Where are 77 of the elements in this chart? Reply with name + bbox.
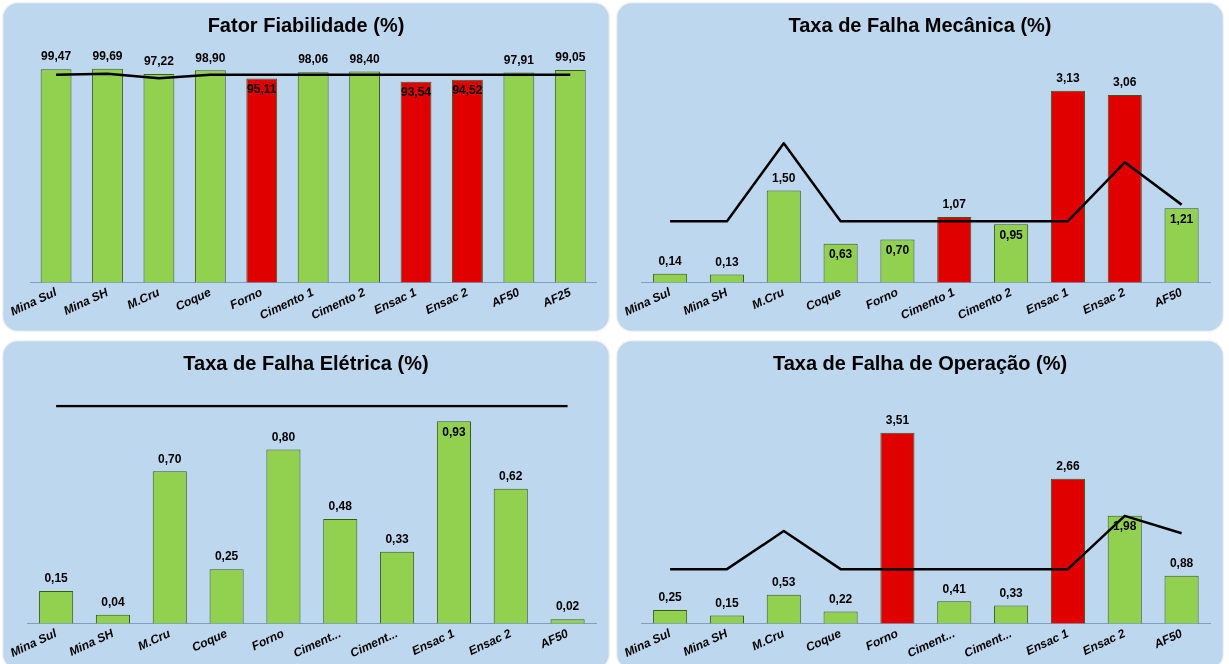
data-label: 2,66 <box>1056 459 1080 474</box>
x-tick-label: Mina SH <box>66 625 116 659</box>
x-tick-label: Ensac 1 <box>409 625 457 658</box>
x-tick-label: Mina Sul <box>622 284 674 319</box>
x-tick-label: AF50 <box>1150 625 1185 652</box>
data-label: 0,15 <box>44 571 69 586</box>
data-label: 0,25 <box>214 549 239 564</box>
x-tick-label: M.Cru <box>749 284 788 313</box>
chart-title: Taxa de Falha de Operação (%) <box>771 351 1069 376</box>
data-label: 3,06 <box>1113 75 1137 90</box>
data-label: 94,52 <box>452 83 483 98</box>
x-tick-label: AF50 <box>1150 284 1185 311</box>
x-tick-label: M.Cru <box>749 625 788 654</box>
data-label: 0,95 <box>999 227 1024 242</box>
data-label: 3,51 <box>885 412 910 427</box>
chart-title: Fator Fiabilidade (%) <box>206 13 406 38</box>
data-label: 99,05 <box>555 50 586 65</box>
data-label: 3,13 <box>1056 70 1080 85</box>
x-tick-label: Mina SH <box>680 284 730 318</box>
data-label: 95,11 <box>247 81 277 96</box>
x-tick-label: AF25 <box>539 284 574 311</box>
x-tick-label: Mina SH <box>680 625 730 659</box>
x-tick-label: Forno <box>249 626 287 654</box>
x-tick-label: Ensac 1 <box>371 284 419 317</box>
x-tick-label: Mina Sul <box>622 625 674 660</box>
x-tick-label: Ensac 2 <box>466 625 514 658</box>
x-tick-label: Mina Sul <box>8 625 60 660</box>
data-label: 0,15 <box>715 595 739 610</box>
data-label: 93,54 <box>401 85 432 100</box>
data-label: 0,53 <box>772 575 796 590</box>
x-tick-label: Ensac 1 <box>1023 625 1071 658</box>
data-label: 98,06 <box>298 52 329 67</box>
data-label: 0,70 <box>158 451 182 466</box>
x-tick-label: Coque <box>803 625 844 655</box>
data-label: 0,62 <box>499 468 523 483</box>
x-tick-label: AF50 <box>488 284 522 311</box>
x-tick-label: Coque <box>803 284 844 314</box>
data-label: 99,69 <box>92 48 123 63</box>
data-label: 0,14 <box>658 254 683 269</box>
x-tick-label: M.Cru <box>135 625 174 654</box>
data-label: 0,63 <box>828 247 853 262</box>
data-label: 0,93 <box>442 424 466 439</box>
data-label: 0,22 <box>828 591 853 606</box>
data-label: 0,70 <box>885 242 910 257</box>
data-label: 1,50 <box>772 170 796 185</box>
data-label: 98,90 <box>195 50 226 65</box>
data-label: 98,40 <box>349 51 380 66</box>
x-tick-label: Mina SH <box>61 284 111 318</box>
data-label: 99,47 <box>41 49 72 64</box>
x-tick-label: M.Cru <box>124 284 163 313</box>
x-tick-label: Ensac 1 <box>1023 284 1071 317</box>
data-label: 0,02 <box>555 599 580 614</box>
data-label: 0,41 <box>942 581 967 596</box>
data-label: 1,21 <box>1169 211 1194 226</box>
data-label: 0,88 <box>1169 555 1194 570</box>
data-label: 0,48 <box>328 499 353 514</box>
x-tick-label: Coque <box>189 625 230 655</box>
data-label: 0,33 <box>999 585 1024 600</box>
data-label: 1,98 <box>1113 519 1137 534</box>
x-tick-label: Forno <box>863 284 901 313</box>
x-tick-label: Ensac 2 <box>1080 625 1128 658</box>
data-label: 0,25 <box>658 590 683 605</box>
x-tick-label: Mina Sul <box>8 284 60 319</box>
data-label: 1,07 <box>942 197 967 212</box>
data-label: 0,80 <box>271 429 296 444</box>
x-tick-label: Ensac 2 <box>423 284 471 317</box>
x-tick-label: Coque <box>173 284 214 314</box>
data-label: 0,04 <box>101 595 125 610</box>
data-label: 0,33 <box>385 532 410 547</box>
data-label: 0,13 <box>715 254 739 269</box>
x-tick-label: Forno <box>863 626 901 654</box>
x-tick-label: AF50 <box>536 625 571 652</box>
chart-title: Taxa de Falha Elétrica (%) <box>182 351 430 376</box>
data-label: 97,91 <box>503 52 535 67</box>
chart-title: Taxa de Falha Mecânica (%) <box>787 13 1053 38</box>
x-tick-label: Ensac 2 <box>1080 284 1128 317</box>
data-label: 97,22 <box>143 54 175 69</box>
